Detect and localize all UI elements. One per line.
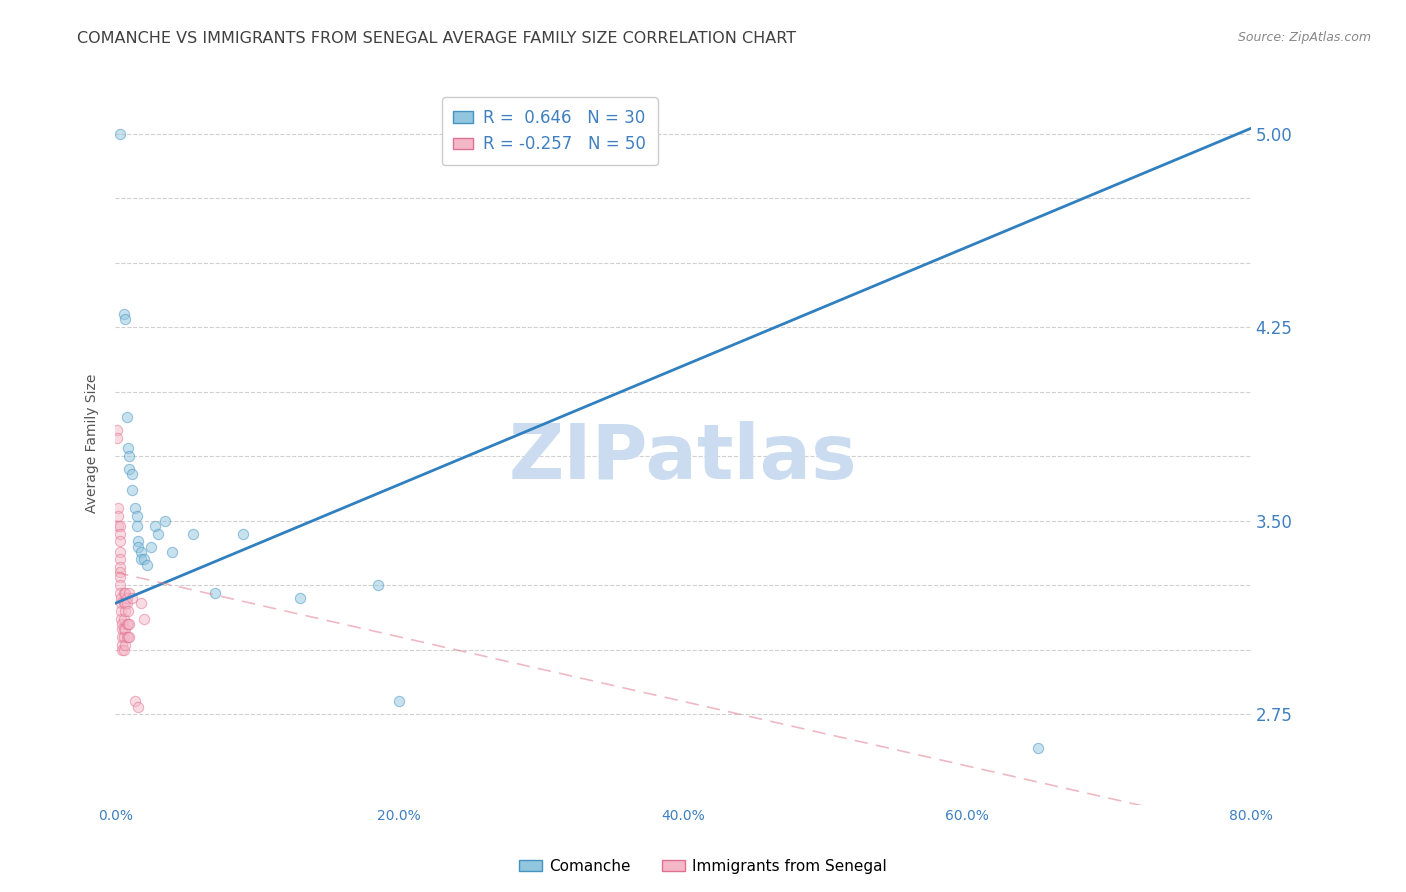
Point [108,560,131,574]
Point [153,514,176,528]
Point [129,544,152,558]
Point [114,622,136,636]
Point [105,423,128,437]
Point [112,630,135,644]
Point [111,638,134,652]
Point [111,622,134,636]
Point [107,508,129,523]
Point [107,500,129,515]
Point [108,544,131,558]
Point [112,586,135,600]
Point [143,519,166,533]
Text: Source: ZipAtlas.com: Source: ZipAtlas.com [1237,31,1371,45]
Point [105,431,128,445]
Point [115,596,138,610]
Point [108,570,131,584]
Point [117,630,139,644]
Point [121,483,143,497]
Point [108,519,131,533]
Point [118,586,141,600]
Point [288,591,311,606]
Point [125,519,148,533]
Point [118,616,141,631]
Point [115,630,138,644]
Point [114,638,136,652]
Point [108,552,131,566]
Point [135,558,157,572]
Point [124,694,146,708]
Point [118,630,141,644]
Point [112,596,135,610]
Point [110,604,132,618]
Text: COMANCHE VS IMMIGRANTS FROM SENEGAL AVERAGE FAMILY SIZE CORRELATION CHART: COMANCHE VS IMMIGRANTS FROM SENEGAL AVER… [77,31,796,46]
Point [111,616,134,631]
Y-axis label: Average Family Size: Average Family Size [86,374,100,513]
Point [115,410,138,425]
Point [139,540,162,554]
Legend: R =  0.646   N = 30, R = -0.257   N = 50: R = 0.646 N = 30, R = -0.257 N = 50 [441,97,658,165]
Point [127,540,149,554]
Point [367,578,389,592]
Point [108,586,131,600]
Text: ZIPatlas: ZIPatlas [509,421,858,495]
Point [117,616,139,631]
Point [107,519,129,533]
Point [110,596,132,610]
Point [183,526,205,541]
Point [112,612,135,626]
Point [108,578,131,592]
Point [115,616,138,631]
Point [1026,740,1049,755]
Point [127,534,149,549]
Point [118,462,141,476]
Point [114,596,136,610]
Point [111,642,134,657]
Point [121,467,143,482]
Point [388,694,411,708]
Point [127,699,149,714]
Point [125,508,148,523]
Point [129,596,152,610]
Point [146,526,169,541]
Point [160,544,183,558]
Legend: Comanche, Immigrants from Senegal: Comanche, Immigrants from Senegal [513,853,893,880]
Point [232,526,254,541]
Point [129,552,152,566]
Point [132,612,155,626]
Point [114,586,136,600]
Point [110,591,132,606]
Point [115,591,138,606]
Point [121,591,143,606]
Point [204,586,226,600]
Point [108,127,131,141]
Point [111,630,134,644]
Point [108,526,131,541]
Point [118,449,141,463]
Point [110,612,132,626]
Point [124,500,146,515]
Point [114,312,136,326]
Point [112,307,135,321]
Point [108,534,131,549]
Point [112,622,135,636]
Point [117,442,139,456]
Point [112,642,135,657]
Point [114,604,136,618]
Point [132,552,155,566]
Point [117,604,139,618]
Point [108,566,131,580]
